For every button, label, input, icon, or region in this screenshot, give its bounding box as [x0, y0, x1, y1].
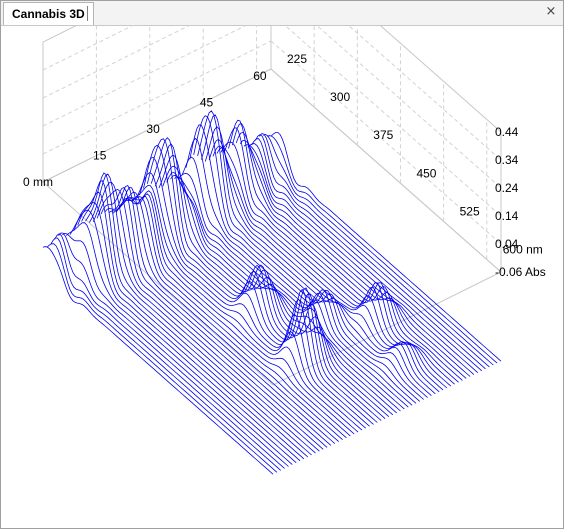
spectrum-trace	[174, 176, 405, 410]
spectra-traces	[42, 110, 502, 475]
tab-bar: Cannabis 3D ×	[1, 1, 563, 26]
tick-label: 0.04	[495, 237, 519, 251]
tick-label: 60	[253, 69, 267, 83]
tick-label: 450	[416, 166, 436, 180]
tick-label: 0.24	[495, 181, 519, 195]
y-axis-ticks: 225 300 375 450 525 600 nm	[287, 52, 543, 256]
grid-line	[42, 25, 192, 99]
spectrum-trace	[69, 209, 301, 462]
spectrum-trace	[212, 145, 444, 391]
spectrum-trace	[123, 193, 355, 435]
spectrum-trace	[46, 243, 278, 473]
spectrum-trace	[146, 138, 378, 423]
tick-label: 0 mm	[23, 175, 53, 189]
spectrum-trace	[224, 127, 455, 385]
spectrum-trace	[228, 119, 459, 383]
tick-label: 30	[146, 122, 160, 136]
grid-line	[283, 25, 502, 217]
spectrum-trace	[65, 222, 297, 464]
spectrum-trace	[243, 144, 475, 375]
spectrum-trace	[54, 233, 285, 469]
spectrum-trace	[89, 173, 320, 452]
spectrum-trace	[158, 154, 390, 418]
spectrum-trace	[220, 141, 452, 387]
spectrum-trace	[112, 191, 343, 441]
tab-cannabis-3d[interactable]: Cannabis 3D	[3, 2, 94, 25]
grid-line	[42, 40, 272, 155]
tick-label: 300	[330, 90, 350, 104]
spectrum-trace	[131, 184, 363, 431]
spectrum-trace	[58, 232, 289, 467]
spectrum-trace	[135, 172, 366, 429]
floor	[42, 68, 502, 386]
x-axis-ticks: 0 mm 15 30 45 60	[23, 69, 267, 189]
spectrum-trace	[247, 143, 479, 374]
spectrum-trace	[189, 124, 421, 402]
spectrum-trace	[42, 246, 274, 475]
tick-label: 600 nm	[503, 242, 543, 256]
spectrum-trace	[193, 115, 424, 400]
tick-label: 0.14	[495, 209, 519, 223]
tick-label: 375	[373, 128, 393, 142]
spectrum-trace	[92, 181, 324, 450]
tick-label: 225	[287, 52, 307, 66]
spectrum-trace	[50, 237, 281, 471]
spectrum-trace	[255, 134, 486, 370]
spectrum-trace	[85, 172, 316, 454]
spectrum-trace	[73, 202, 305, 460]
grid-line	[270, 40, 502, 245]
spectrum-trace	[150, 137, 382, 421]
spectrum-trace	[166, 171, 397, 414]
spectrum-trace	[181, 156, 413, 406]
close-icon[interactable]: ×	[545, 4, 557, 19]
spectrum-trace	[170, 174, 401, 412]
tick-label: 0.44	[495, 125, 519, 139]
spectrum-trace	[270, 132, 502, 362]
spectrum-trace	[266, 135, 498, 364]
spectrum-trace	[104, 184, 336, 444]
spectrum-trace	[127, 190, 359, 433]
left-wall	[42, 25, 272, 183]
tick-label: 0.34	[495, 153, 519, 167]
tab-separator	[87, 6, 88, 21]
spectrum-trace	[197, 110, 428, 398]
spectrum-trace	[96, 189, 328, 448]
grid-line	[347, 25, 502, 161]
plot-frame	[42, 25, 502, 386]
spectrum-trace	[116, 196, 347, 439]
spectrum-trace	[139, 156, 370, 427]
spectrum-trace	[185, 137, 417, 404]
spectrum-trace	[143, 144, 374, 425]
spectrum-trace	[162, 165, 394, 416]
tick-label: 15	[93, 149, 107, 163]
grid-line	[42, 25, 248, 127]
spectrum-trace	[81, 180, 312, 456]
tick-label: 45	[200, 96, 214, 110]
spectrum-trace	[235, 132, 467, 379]
tick-label: -0.06 Abs	[495, 265, 546, 279]
spectrum-trace	[259, 133, 490, 368]
spectrum-trace	[108, 187, 339, 442]
spectrum-trace	[100, 186, 332, 446]
spectrum-trace	[178, 172, 409, 408]
spectrum-trace	[62, 232, 293, 465]
spectrum-trace	[77, 191, 309, 458]
spectrum-trace	[232, 123, 463, 381]
z-axis-ticks: 0.44 0.34 0.24 0.14 0.04 -0.06 Abs	[495, 125, 546, 279]
grid-line	[315, 25, 502, 189]
spectrum-trace	[216, 147, 448, 389]
spectrum-trace	[154, 143, 386, 419]
spectrum-trace	[119, 196, 351, 437]
grid-line	[42, 25, 135, 71]
spectrum-trace	[251, 138, 482, 372]
spectrum-trace	[239, 139, 471, 377]
spectrum-trace	[263, 133, 494, 366]
tick-label: 525	[460, 204, 480, 218]
spectrum-trace	[201, 114, 432, 396]
spectrum-trace	[208, 138, 440, 393]
spectrum-trace	[204, 126, 436, 395]
